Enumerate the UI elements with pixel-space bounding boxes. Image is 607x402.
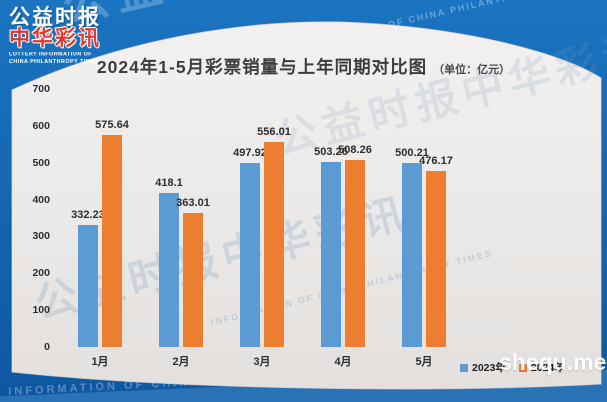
- legend-item-2024年: 2024年: [518, 360, 565, 375]
- chart-legend: 2023年 2024年: [460, 360, 565, 375]
- brand-logo: 公益时报 中华彩讯 LOTTERY INFORMATION OF CHINA P…: [9, 7, 109, 67]
- bar-2024年-4月: [345, 159, 365, 347]
- x-axis-label: 3月: [253, 356, 271, 368]
- bar-2023年-3月: [240, 163, 260, 347]
- brand-name-line2: 中华彩讯: [9, 27, 101, 51]
- bar-2024年-2月: [183, 213, 203, 347]
- chart-title: 2024年1-5月彩票销量与上年同期对比图 （单位：亿元）: [0, 54, 607, 79]
- bar-value-label: 363.01: [176, 197, 210, 210]
- y-axis-tick-label: 500: [32, 156, 50, 169]
- chart-title-text: 2024年1-5月彩票销量与上年同期对比图: [96, 57, 428, 77]
- legend-item-2023年: 2023年: [460, 360, 506, 375]
- brand-subtitle-line1: LOTTERY INFORMATION OF: [9, 51, 92, 58]
- bar-2024年-5月: [426, 171, 446, 347]
- legend-swatch: [518, 364, 527, 372]
- y-axis-tick-label: 400: [32, 193, 50, 206]
- x-axis-label: 1月: [91, 356, 109, 368]
- y-axis-tick-label: 0: [44, 341, 50, 353]
- bar-2024年-3月: [264, 142, 284, 347]
- legend-label: 2024年: [530, 362, 565, 374]
- bar-2023年-4月: [321, 161, 341, 347]
- bar-value-label: 476.17: [419, 155, 453, 168]
- bar-value-label: 332.23: [71, 208, 105, 221]
- bar-value-label: 418.1: [155, 176, 183, 189]
- brand-subtitle-line2: CHINA PHILANTHROPY TIMES: [9, 58, 99, 64]
- y-axis-tick-label: 700: [32, 83, 50, 95]
- bar-2023年-5月: [402, 162, 422, 347]
- x-axis-label: 5月: [415, 356, 433, 368]
- bar-value-label: 508.26: [338, 143, 372, 156]
- chart-title-unit: （单位：亿元）: [433, 64, 511, 76]
- x-axis-label: 2月: [172, 356, 190, 368]
- bar-value-label: 556.01: [257, 126, 291, 139]
- y-axis-tick-label: 300: [32, 230, 50, 243]
- y-axis-tick-label: 100: [32, 304, 50, 317]
- x-axis-label: 4月: [334, 356, 352, 368]
- bar-2023年-1月: [78, 224, 98, 347]
- bar-2024年-1月: [102, 134, 122, 347]
- bar-value-label: 503.26: [314, 145, 348, 158]
- legend-label: 2023年: [472, 362, 506, 374]
- site-watermark: shequ.me: [499, 349, 607, 375]
- y-axis-tick-label: 200: [32, 267, 50, 280]
- bar-value-label: 500.21: [395, 146, 429, 159]
- bar-2023年-2月: [159, 192, 179, 347]
- brand-name-line1: 公益时报: [9, 6, 101, 29]
- bar-value-label: 575.64: [95, 118, 129, 131]
- y-axis-tick-label: 600: [32, 119, 50, 132]
- legend-swatch: [460, 364, 468, 372]
- bar-value-label: 497.92: [233, 147, 267, 160]
